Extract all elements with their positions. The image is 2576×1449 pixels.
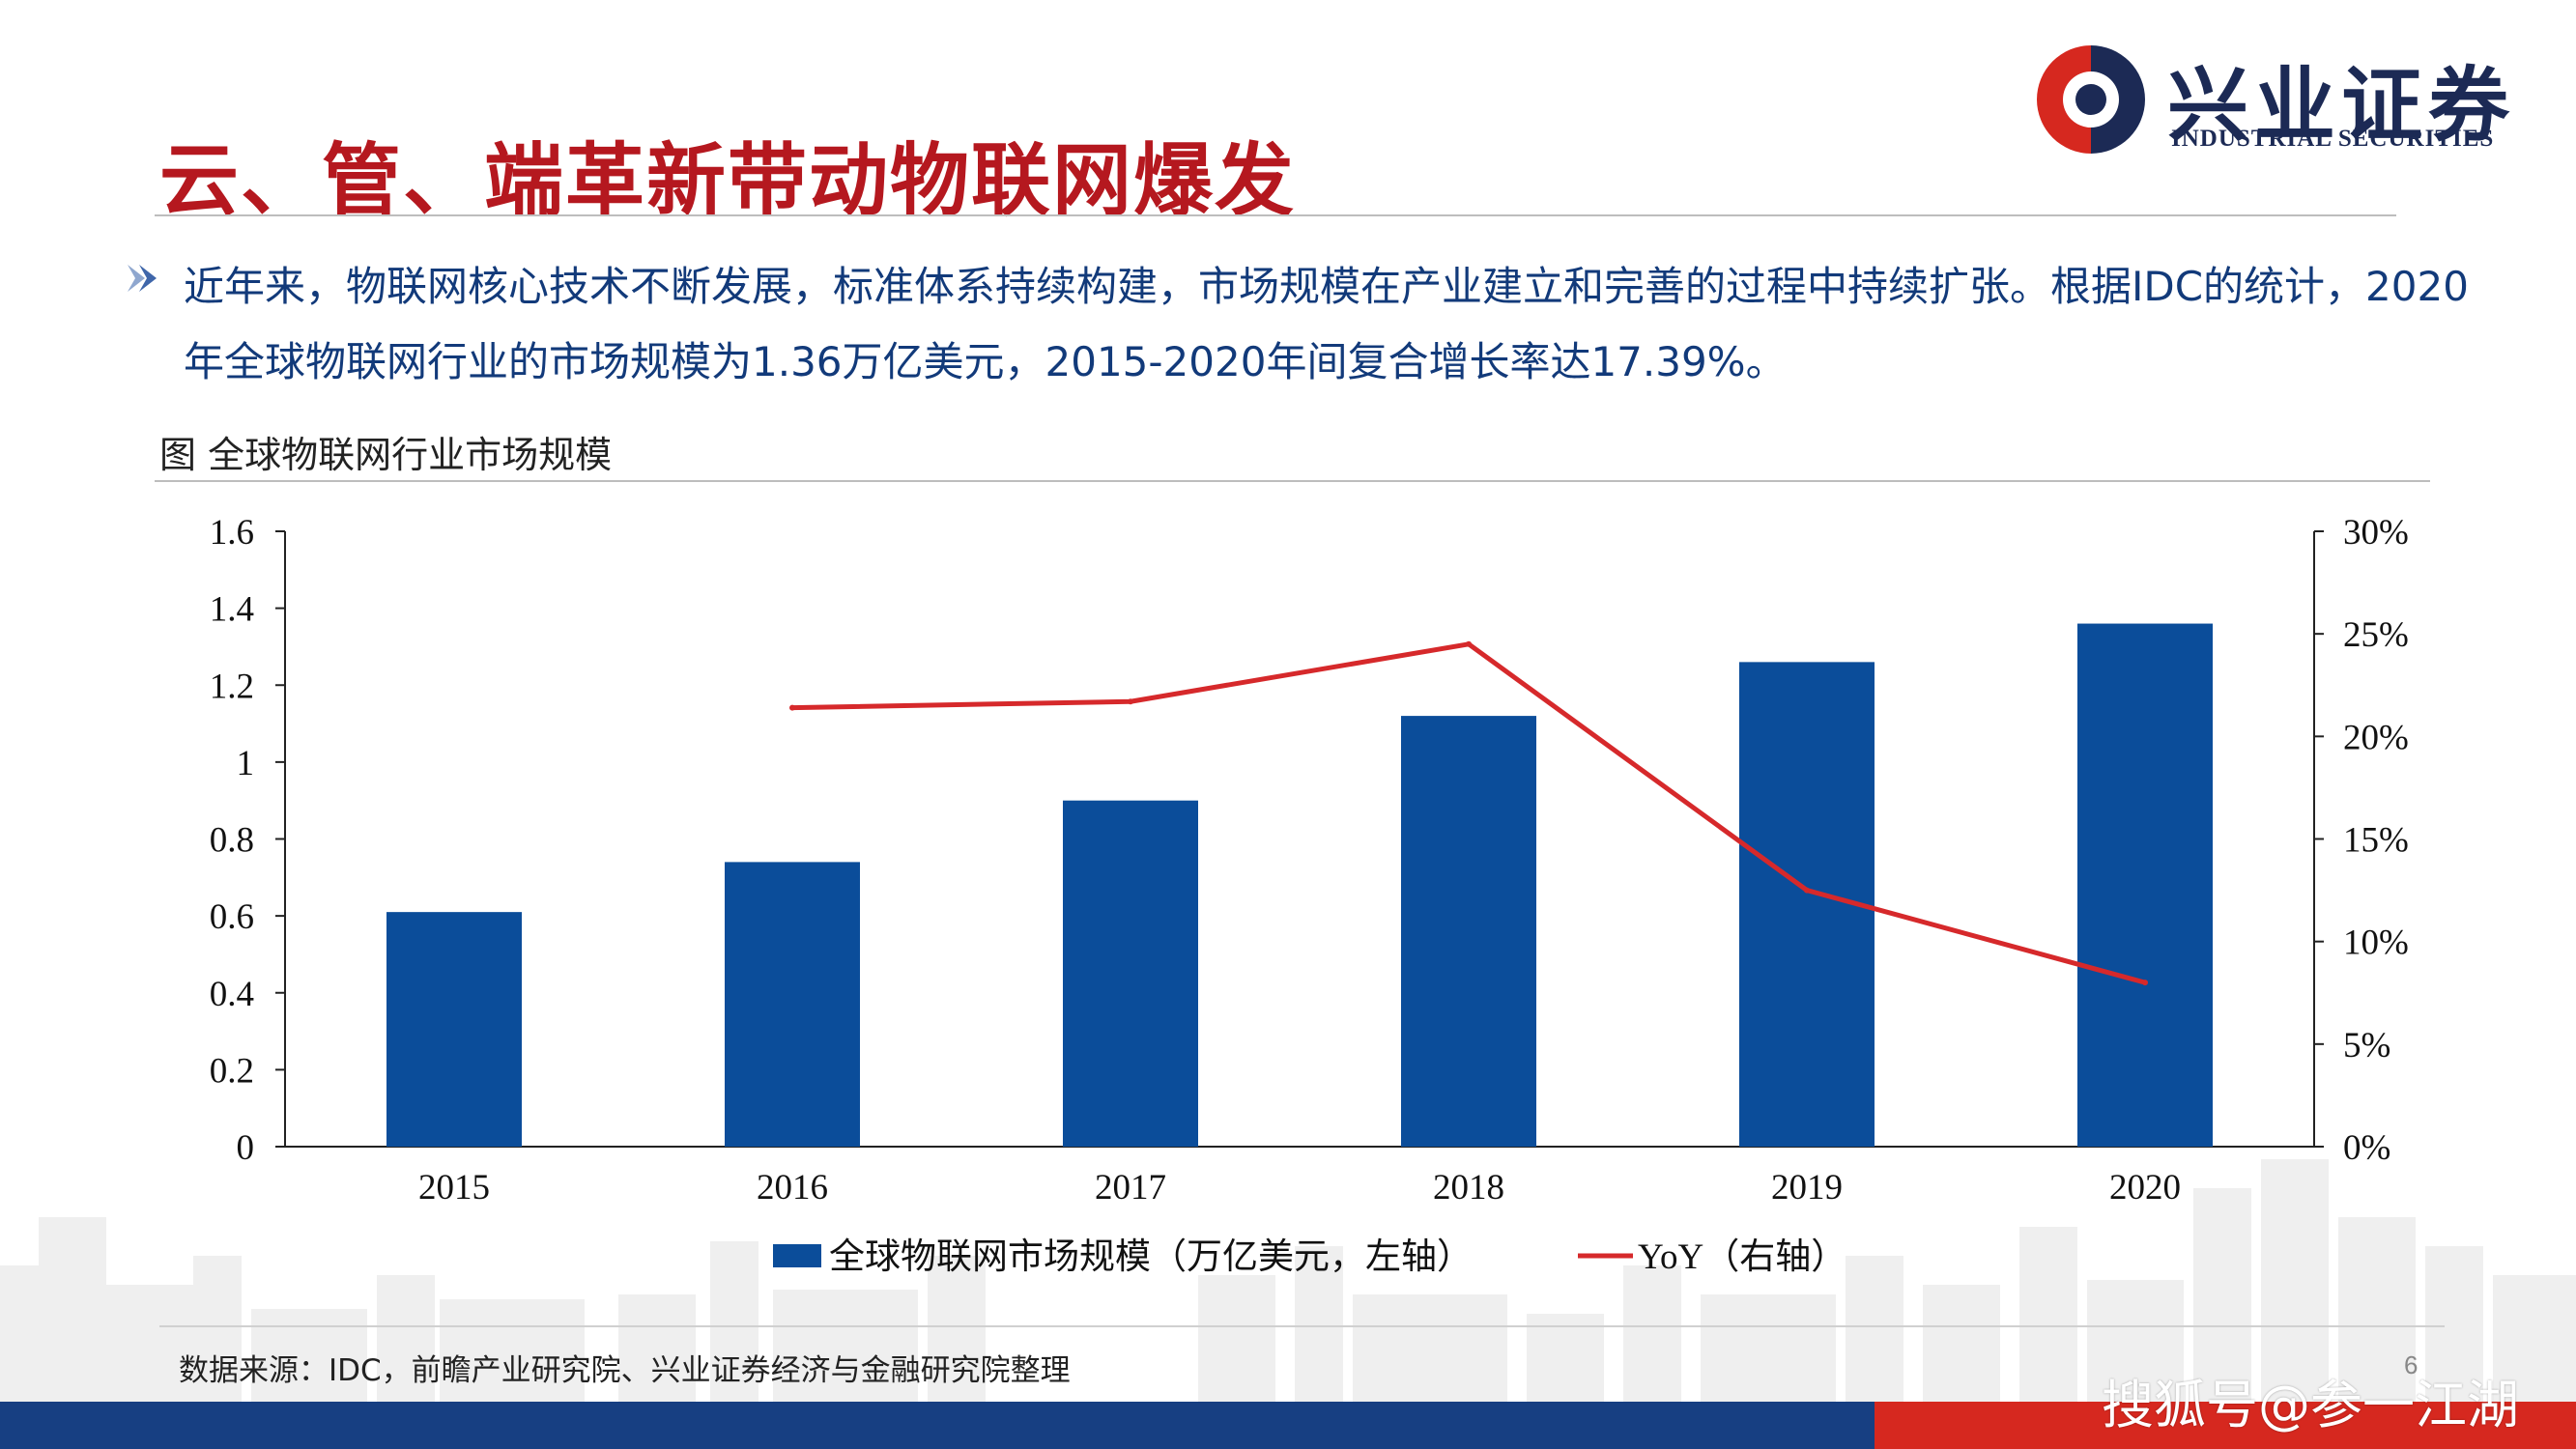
x-tick-label: 2017 <box>1095 1168 1166 1208</box>
footer-divider <box>159 1325 2445 1327</box>
bar-2016 <box>725 862 860 1147</box>
y-left-tick-label: 0.2 <box>210 1051 254 1091</box>
y-left-tick-label: 0 <box>237 1128 255 1168</box>
bar-2015 <box>386 912 522 1147</box>
market-size-chart: 0 0.2 0.4 0.6 0.8 1 1.2 1.4 1.6 0% 5% 10% 15% 20% 25% 3… <box>210 513 2409 1277</box>
page-title: 云、管、端革新带动物联网爆发 <box>159 135 1297 227</box>
y-right-tick-label: 15% <box>2343 821 2409 861</box>
data-source-note: 数据来源：IDC，前瞻产业研究院、兴业证券经济与金融研究院整理 <box>179 1353 1071 1388</box>
y-left-tick-label: 1 <box>237 744 255 783</box>
y-left-tick-label: 0.4 <box>210 975 254 1014</box>
title-divider <box>155 214 2396 216</box>
yoy-point-2019 <box>1804 887 1810 894</box>
y-left-tick-label: 1.2 <box>210 667 254 706</box>
page-number: 6 <box>2404 1350 2419 1379</box>
x-tick-label: 2015 <box>418 1168 490 1208</box>
yoy-point-2017 <box>1128 698 1133 705</box>
y-right-tick-label: 20% <box>2343 718 2409 757</box>
bar-2017 <box>1063 800 1198 1147</box>
x-tick-label: 2020 <box>2109 1168 2181 1208</box>
y-right-tick-label: 5% <box>2343 1026 2390 1065</box>
y-right-tick-label: 25% <box>2343 615 2409 655</box>
y-left-tick-label: 0.8 <box>210 821 254 861</box>
legend-label-line: YoY（右轴） <box>1638 1237 1846 1277</box>
y-right-tick-label: 30% <box>2343 513 2409 553</box>
logo-chinese-name: 兴业证券 <box>2167 57 2516 153</box>
y-right-tick-label: 0% <box>2343 1128 2390 1168</box>
y-left-tick-label: 0.6 <box>210 897 254 937</box>
footer-band-blue <box>0 1402 1875 1449</box>
summary-bullet-text: 近年来，物联网核心技术不断发展，标准体系持续构建，市场规模在产业建立和完善的过程… <box>184 263 2469 385</box>
x-tick-label: 2018 <box>1433 1168 1504 1208</box>
chart-caption-divider <box>155 480 2430 482</box>
x-tick-label: 2019 <box>1771 1168 1843 1208</box>
legend-label-bar: 全球物联网市场规模（万亿美元，左轴） <box>829 1236 1473 1277</box>
logo-emblem-icon <box>2037 45 2145 154</box>
y-right-tick-label: 10% <box>2343 923 2409 963</box>
company-logo: 兴业证券 INDUSTRIAL SECURITIES <box>2034 41 2536 156</box>
y-left-tick-label: 1.4 <box>210 590 254 630</box>
yoy-point-2020 <box>2142 980 2148 986</box>
bar-2020 <box>2077 623 2213 1147</box>
legend-swatch-bar <box>773 1244 821 1267</box>
bar-2018 <box>1401 716 1536 1147</box>
watermark-text: 搜狐号@参一江湖 <box>2102 1375 2519 1435</box>
yoy-point-2016 <box>789 704 795 711</box>
footer-band-red <box>1875 1402 2576 1449</box>
logo-english-name: INDUSTRIAL SECURITIES <box>2171 126 2495 152</box>
y-left-tick-label: 1.6 <box>210 513 254 553</box>
chart-caption: 图 全球物联网行业市场规模 <box>159 434 613 476</box>
chevron-right-icon <box>128 265 157 292</box>
x-tick-label: 2016 <box>757 1168 828 1208</box>
yoy-point-2018 <box>1466 640 1472 647</box>
